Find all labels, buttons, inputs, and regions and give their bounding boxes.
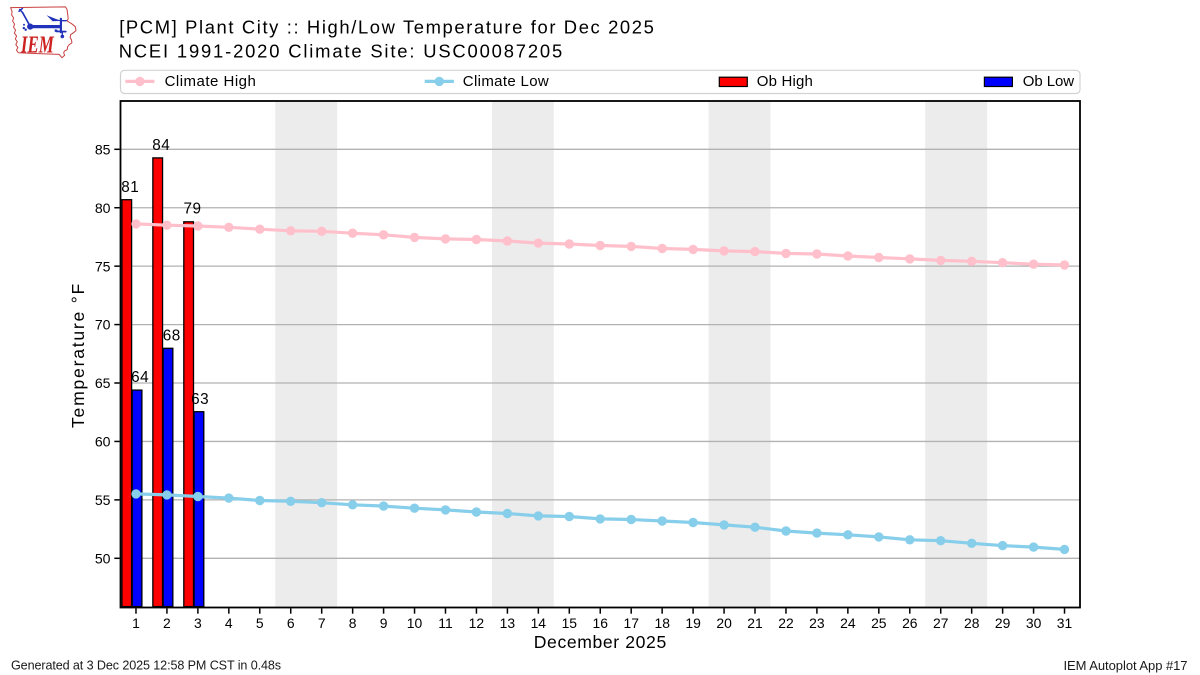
svg-text:81: 81 [121,179,139,196]
svg-text:14: 14 [531,615,547,631]
svg-text:Climate Low: Climate Low [463,73,549,90]
svg-text:16: 16 [592,615,608,631]
svg-text:68: 68 [163,327,181,344]
svg-text:8: 8 [349,615,357,631]
svg-text:[PCM] Plant City :: High/Low T: [PCM] Plant City :: High/Low Temperature… [119,17,655,38]
svg-text:60: 60 [95,434,111,450]
svg-text:15: 15 [562,615,578,631]
svg-text:75: 75 [95,258,111,274]
svg-text:79: 79 [184,200,202,217]
svg-text:70: 70 [95,317,111,333]
svg-text:31: 31 [1057,615,1073,631]
svg-text:27: 27 [933,615,949,631]
svg-text:63: 63 [191,391,209,408]
svg-text:7: 7 [318,615,326,631]
svg-text:64: 64 [131,369,149,386]
svg-text:84: 84 [152,137,170,154]
svg-text:10: 10 [407,615,423,631]
svg-text:20: 20 [716,615,732,631]
svg-text:NCEI 1991-2020 Climate Site: U: NCEI 1991-2020 Climate Site: USC00087205 [119,41,564,62]
svg-text:Generated at 3 Dec 2025 12:58: Generated at 3 Dec 2025 12:58 PM CST in … [11,659,281,673]
svg-text:Climate High: Climate High [165,73,257,90]
svg-text:6: 6 [287,615,295,631]
svg-text:23: 23 [809,615,825,631]
svg-text:1: 1 [132,615,140,631]
svg-text:30: 30 [1026,615,1042,631]
svg-text:50: 50 [95,550,111,566]
svg-text:28: 28 [964,615,980,631]
svg-text:12: 12 [469,615,485,631]
svg-text:13: 13 [500,615,516,631]
svg-text:18: 18 [654,615,670,631]
svg-text:85: 85 [95,141,111,157]
svg-text:2: 2 [163,615,171,631]
svg-text:25: 25 [871,615,887,631]
svg-text:Temperature °F: Temperature °F [68,282,88,428]
svg-text:19: 19 [685,615,701,631]
svg-text:26: 26 [902,615,918,631]
svg-text:5: 5 [256,615,264,631]
svg-text:24: 24 [840,615,856,631]
svg-text:Ob Low: Ob Low [1023,73,1074,90]
svg-text:Ob High: Ob High [757,73,813,90]
svg-text:4: 4 [225,615,233,631]
svg-text:December 2025: December 2025 [534,632,667,652]
svg-text:11: 11 [438,615,453,631]
svg-text:IEM Autoplot App #17: IEM Autoplot App #17 [1063,658,1187,673]
svg-text:55: 55 [95,492,111,508]
svg-text:17: 17 [623,615,639,631]
svg-text:22: 22 [778,615,794,631]
svg-text:29: 29 [995,615,1011,631]
svg-text:3: 3 [194,615,202,631]
svg-text:9: 9 [380,615,388,631]
svg-text:80: 80 [95,200,111,216]
svg-text:65: 65 [95,375,111,391]
svg-text:IEM: IEM [20,30,55,58]
svg-text:21: 21 [747,615,763,631]
